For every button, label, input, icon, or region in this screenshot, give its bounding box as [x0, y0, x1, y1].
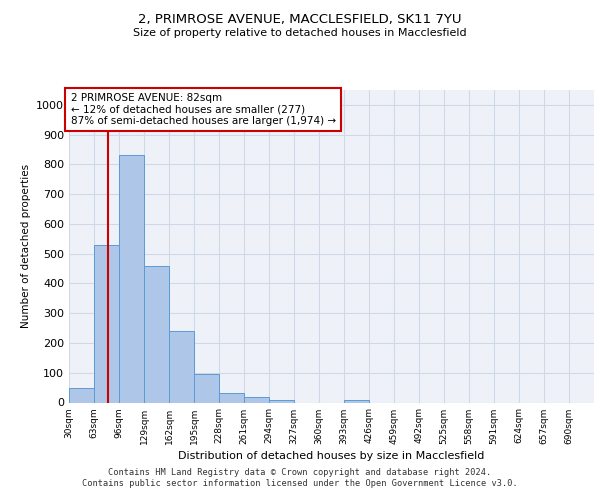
- Bar: [119, 156, 144, 402]
- Bar: [69, 388, 94, 402]
- Text: 2, PRIMROSE AVENUE, MACCLESFIELD, SK11 7YU: 2, PRIMROSE AVENUE, MACCLESFIELD, SK11 7…: [138, 12, 462, 26]
- Bar: [194, 374, 219, 402]
- Bar: [344, 400, 369, 402]
- Bar: [94, 245, 119, 402]
- Y-axis label: Number of detached properties: Number of detached properties: [20, 164, 31, 328]
- Text: 2 PRIMROSE AVENUE: 82sqm
← 12% of detached houses are smaller (277)
87% of semi-: 2 PRIMROSE AVENUE: 82sqm ← 12% of detach…: [71, 93, 335, 126]
- Bar: [269, 400, 294, 402]
- Bar: [169, 331, 194, 402]
- Bar: [219, 392, 244, 402]
- Bar: [244, 396, 269, 402]
- Bar: [144, 266, 169, 402]
- Text: Contains HM Land Registry data © Crown copyright and database right 2024.
Contai: Contains HM Land Registry data © Crown c…: [82, 468, 518, 487]
- X-axis label: Distribution of detached houses by size in Macclesfield: Distribution of detached houses by size …: [178, 450, 485, 460]
- Text: Size of property relative to detached houses in Macclesfield: Size of property relative to detached ho…: [133, 28, 467, 38]
